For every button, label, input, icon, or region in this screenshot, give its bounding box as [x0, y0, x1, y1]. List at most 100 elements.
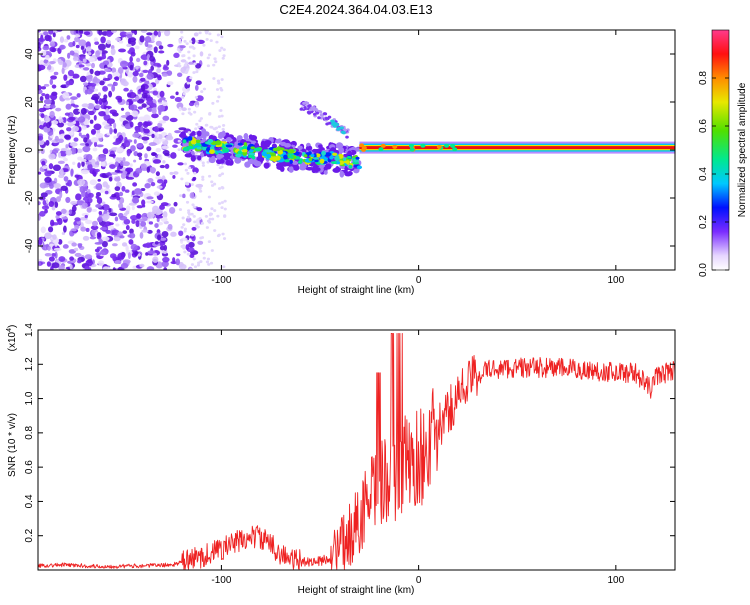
noise-speck: [109, 212, 118, 217]
noise-speck: [218, 174, 222, 178]
trace-halo: [305, 146, 310, 151]
snr-plot: [38, 332, 675, 570]
trace-core: [277, 149, 284, 155]
noise-speck: [216, 234, 221, 238]
noise-speck: [201, 161, 205, 165]
noise-speck: [172, 174, 176, 179]
trace-core: [248, 149, 254, 153]
noise-speck: [186, 171, 190, 175]
steady-blob: [380, 143, 386, 148]
noise-speck: [69, 264, 73, 270]
trace-core: [243, 141, 248, 148]
noise-speck: [192, 54, 196, 58]
noise-speck: [146, 99, 154, 106]
colorbar-tick-label: 0.2: [698, 215, 709, 229]
steady-blob: [452, 147, 458, 152]
noise-speck: [182, 92, 186, 96]
noise-speck: [161, 230, 169, 238]
colorbar-tick-label: 0.4: [698, 167, 709, 181]
noise-speck: [70, 96, 78, 100]
y-tick-label: 0.8: [24, 425, 35, 439]
noise-speck: [161, 73, 168, 77]
noise-speck: [53, 71, 59, 76]
noise-speck: [54, 135, 59, 142]
y-tick-label: 0: [24, 147, 35, 153]
noise-speck: [84, 265, 90, 270]
noise-speck: [199, 260, 203, 263]
noise-speck: [85, 259, 93, 267]
noise-speck: [191, 37, 196, 45]
trace-core: [310, 153, 315, 158]
noise-speck: [135, 66, 139, 70]
y-tick-label: -20: [24, 190, 35, 205]
noise-speck: [140, 30, 148, 34]
noise-speck: [105, 184, 110, 189]
noise-speck: [187, 50, 191, 54]
noise-speck: [182, 223, 186, 227]
noise-speck: [59, 44, 64, 50]
noise-speck: [139, 263, 145, 268]
noise-speck: [206, 257, 211, 261]
noise-speck: [77, 178, 86, 186]
noise-speck: [217, 81, 221, 85]
noise-speck: [73, 137, 79, 142]
noise-speck: [77, 162, 81, 169]
noise-speck: [194, 96, 199, 99]
noise-speck: [146, 47, 153, 51]
noise-speck: [111, 84, 116, 92]
noise-speck: [54, 251, 58, 259]
noise-speck: [190, 212, 194, 216]
noise-speck: [79, 75, 87, 83]
noise-speck: [82, 58, 87, 63]
trace-halo: [236, 135, 243, 141]
noise-speck: [101, 236, 110, 242]
noise-speck: [223, 207, 227, 211]
trace-halo: [279, 166, 285, 172]
noise-speck: [78, 39, 87, 47]
noise-speck: [159, 245, 165, 251]
noise-speck: [154, 78, 160, 85]
noise-speck: [180, 226, 184, 229]
noise-speck: [207, 174, 212, 178]
noise-speck: [124, 136, 128, 144]
noise-speck: [84, 254, 93, 260]
noise-speck: [88, 82, 97, 87]
noise-speck: [140, 125, 144, 133]
noise-speck: [109, 127, 113, 135]
noise-speck: [190, 263, 195, 266]
noise-speck: [148, 166, 157, 173]
noise-speck: [195, 104, 199, 108]
noise-speck: [80, 45, 85, 50]
noise-speck: [65, 149, 73, 156]
noise-speck: [129, 121, 134, 128]
noise-speck: [75, 30, 79, 34]
trace-core: [225, 144, 233, 148]
noise-speck: [49, 60, 56, 64]
colorbar-tick-label: 0.0: [698, 263, 709, 277]
trace-core: [235, 153, 242, 158]
noise-speck: [163, 244, 168, 251]
noise-speck: [95, 252, 102, 256]
noise-speck: [100, 161, 106, 167]
noise-speck: [123, 218, 131, 225]
noise-speck: [62, 92, 70, 100]
noise-speck: [62, 62, 67, 68]
noise-speck: [178, 38, 182, 42]
noise-speck: [48, 201, 55, 207]
noise-speck: [68, 249, 76, 254]
noise-speck: [38, 135, 44, 141]
branch-speck: [306, 110, 311, 114]
noise-speck: [215, 130, 219, 134]
noise-speck: [111, 67, 117, 73]
noise-speck: [133, 151, 139, 157]
noise-speck: [187, 166, 191, 170]
noise-speck: [216, 214, 220, 218]
noise-speck: [180, 59, 187, 63]
noise-speck: [183, 162, 188, 166]
noise-speck: [163, 179, 168, 184]
noise-speck: [179, 238, 184, 242]
noise-speck: [153, 46, 158, 54]
noise-speck: [212, 63, 216, 67]
noise-speck: [195, 183, 204, 188]
noise-speck: [38, 139, 45, 146]
